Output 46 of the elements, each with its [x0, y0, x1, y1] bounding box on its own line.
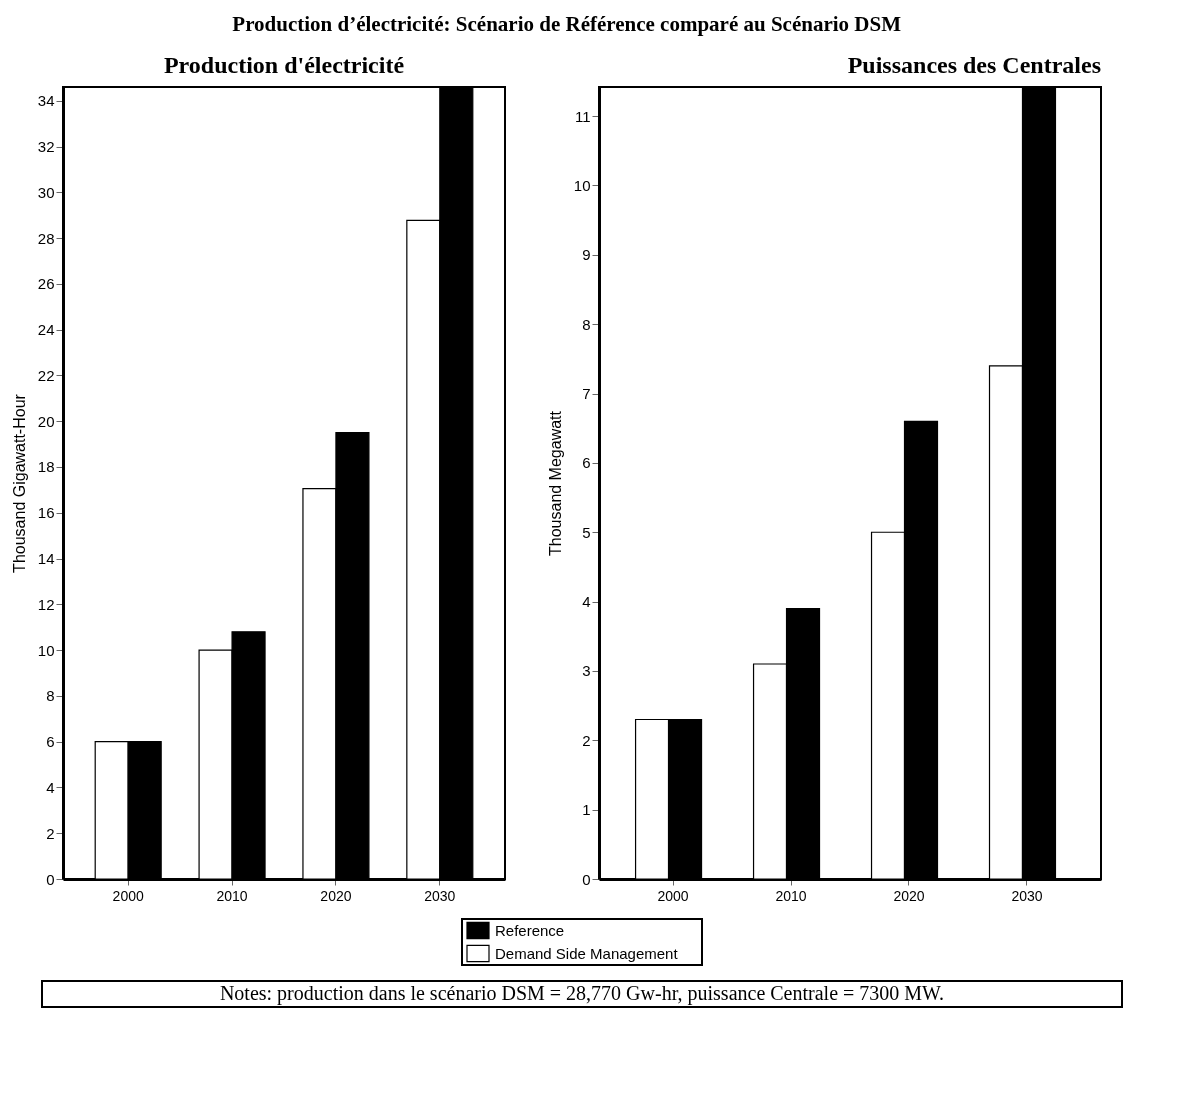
y-tick-label: 14 — [37, 550, 55, 568]
y-tick-label: 26 — [37, 275, 55, 293]
text: Notes: production dans le scénario DSM = 28,770 Gw-hr, puissance Centrale = 7300 MW. — [219, 982, 945, 1005]
y-tick-label: 2 — [582, 731, 591, 749]
y-tick-label: 28 — [37, 229, 55, 247]
x-tick-label: 2030 — [1011, 887, 1043, 904]
x-tick-label: 2000 — [112, 887, 144, 904]
y-tick-label: 0 — [46, 870, 55, 888]
y-tick-label: 4 — [46, 778, 55, 796]
x-tick-label: 2010 — [216, 887, 248, 904]
y-tick-label: 34 — [37, 92, 55, 110]
y-tick-label: 10 — [37, 641, 55, 659]
text: Production d’électricité: Scénario de Référence comparé au Scénario DSM — [232, 12, 902, 37]
y-tick-label: 24 — [37, 321, 55, 339]
y-tick-label: 16 — [37, 504, 55, 522]
y-tick-label: 18 — [37, 458, 55, 476]
x-tick-label: 2020 — [320, 887, 352, 904]
x-tick-label: 2030 — [424, 887, 456, 904]
x-tick-label: 2020 — [893, 887, 925, 904]
y-tick-label: 6 — [582, 454, 591, 472]
x-tick-label: 2000 — [657, 887, 689, 904]
y-tick-label: 11 — [574, 107, 591, 125]
y-tick-label: 1 — [582, 801, 591, 819]
y-tick-label: 9 — [582, 246, 591, 264]
y-tick-label: 8 — [46, 687, 55, 705]
y-tick-label: 0 — [582, 870, 591, 888]
chart-title: Puissances des Centrales — [847, 52, 1101, 79]
y-tick-label: 22 — [37, 366, 55, 384]
y-tick-label: 3 — [582, 662, 591, 680]
x-tick-label: 2010 — [775, 887, 807, 904]
y-tick-label: 32 — [37, 138, 55, 156]
y-tick-label: 30 — [37, 183, 55, 201]
legend-label: Demand Side Management — [495, 944, 679, 962]
y-tick-label: 4 — [582, 593, 591, 611]
y-axis-title: Thousand Megawatt — [546, 410, 564, 556]
y-tick-label: 8 — [582, 315, 591, 333]
y-tick-label: 5 — [582, 523, 591, 541]
y-tick-label: 6 — [46, 733, 55, 751]
y-tick-label: 2 — [46, 824, 55, 842]
y-tick-label: 20 — [37, 412, 55, 430]
y-tick-label: 10 — [573, 176, 591, 194]
legend-label: Reference — [495, 921, 565, 939]
y-axis-title: Thousand Gigawatt-Hour — [10, 393, 28, 573]
chart-title: Production d'électricité — [163, 52, 405, 79]
y-tick-label: 7 — [582, 385, 591, 403]
y-tick-label: 12 — [37, 595, 55, 613]
